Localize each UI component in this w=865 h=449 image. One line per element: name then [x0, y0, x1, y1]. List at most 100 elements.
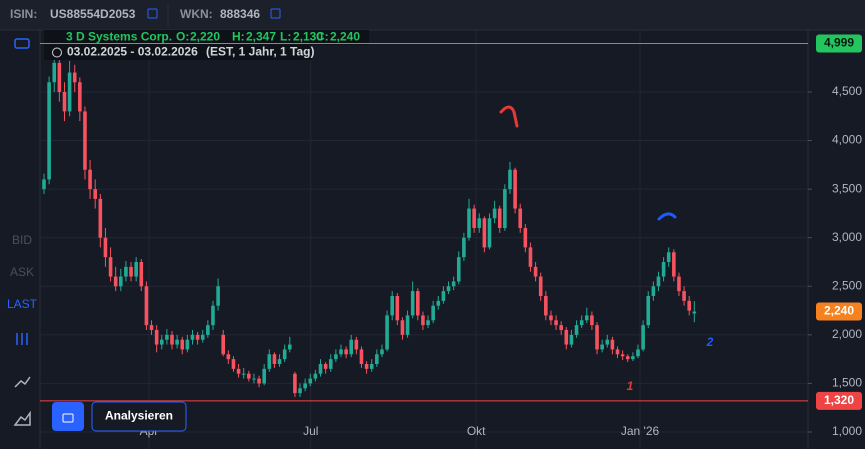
candle-body — [354, 339, 359, 350]
candle-body — [313, 373, 318, 379]
candle-body — [129, 266, 133, 277]
candle-body — [467, 208, 471, 238]
candle-body — [180, 339, 185, 350]
candle-body — [103, 237, 108, 258]
candle-icon[interactable] — [16, 333, 28, 345]
x-tick-label: Okt — [467, 424, 486, 438]
candle-body — [513, 169, 517, 209]
candle-body — [328, 359, 333, 369]
candle-body — [165, 334, 169, 340]
candle-body — [93, 189, 98, 199]
legend-h: 2,347 — [246, 30, 276, 44]
candle-body — [318, 363, 323, 374]
legend-l-label: L: — [280, 30, 291, 44]
copy-icon[interactable] — [270, 8, 281, 19]
candle-body — [451, 281, 456, 287]
candle-body — [257, 378, 261, 384]
candle-body — [67, 72, 72, 112]
top-bar — [0, 0, 865, 30]
candle-body — [600, 344, 604, 350]
legend-o: 2,220 — [190, 30, 220, 44]
candle-body — [579, 320, 584, 326]
isin-label: ISIN: — [10, 7, 37, 21]
area-icon[interactable] — [13, 410, 31, 426]
candle-body — [113, 276, 118, 287]
legend-bg — [44, 30, 369, 45]
candle-body — [456, 257, 461, 282]
candle-body — [549, 315, 553, 321]
drawing — [657, 212, 677, 221]
ask[interactable]: ASK — [10, 265, 34, 279]
candle-body — [298, 388, 302, 394]
candle-body — [436, 300, 441, 306]
candle-body — [334, 354, 338, 360]
candle-body — [231, 359, 236, 369]
candle-body — [47, 82, 51, 180]
tool-icon[interactable] — [14, 38, 30, 49]
candle-body — [216, 286, 220, 306]
lock-button[interactable] — [52, 402, 84, 431]
candle-body — [119, 276, 123, 287]
plot: 1,000 1,500 2,000 2,500 3,000 3,500 4,000 4,500… — [40, 30, 862, 449]
candle-body — [62, 91, 67, 112]
candle-body — [574, 325, 579, 335]
last[interactable]: LAST — [7, 297, 38, 311]
candle-body — [492, 208, 497, 219]
candle-body — [369, 363, 374, 369]
candle-body — [590, 315, 594, 326]
candle-body — [287, 344, 292, 350]
bid[interactable]: BID — [12, 233, 32, 247]
candle-body — [42, 179, 46, 190]
candle-body — [426, 320, 430, 326]
wkn-label: WKN: — [180, 7, 213, 21]
candle-body — [605, 339, 610, 345]
candle-body — [185, 339, 190, 350]
candle-body — [672, 252, 676, 277]
candle-body — [282, 349, 287, 360]
candle-body — [584, 315, 589, 321]
candle-body — [641, 325, 645, 350]
candle-body — [247, 373, 251, 379]
candle-body — [431, 305, 435, 321]
candle-body — [482, 218, 487, 248]
line-icon[interactable] — [14, 376, 31, 388]
candle-body — [88, 169, 92, 190]
price-badge — [816, 391, 862, 410]
legend-bg — [44, 45, 312, 60]
analyze-button[interactable] — [91, 401, 187, 432]
candle-body — [339, 349, 343, 355]
y-tick-label: 4,000 — [832, 133, 862, 147]
candle-body — [241, 373, 246, 375]
candle-body — [175, 339, 179, 345]
candle-body — [687, 300, 692, 311]
candle-body — [395, 295, 400, 321]
y-tick-label: 1,500 — [832, 376, 862, 390]
candle-body — [410, 291, 415, 316]
candle-body — [523, 227, 528, 248]
analyze-label[interactable]: Analysieren — [105, 409, 173, 423]
candle-body — [149, 325, 154, 330]
legend-l: 2,130 — [293, 30, 323, 44]
legend-range: 03.02.2025 - 03.02.2026 — [67, 45, 198, 59]
price-badge-label: 4,999 — [824, 36, 854, 50]
y-tick-label: 2,500 — [832, 278, 862, 292]
candle-body — [472, 208, 476, 228]
candle-body — [52, 62, 57, 83]
x-tick-label: Jan '26 — [621, 424, 660, 438]
candle-body — [400, 320, 405, 335]
candle-body — [661, 261, 666, 277]
candle-body — [421, 315, 425, 326]
candle-body — [677, 276, 681, 292]
copy-icon[interactable] — [147, 8, 158, 19]
candle-body — [308, 378, 313, 384]
candle-body — [323, 363, 328, 369]
candle-body — [487, 218, 492, 248]
y-tick-label: 2,000 — [832, 327, 862, 341]
annotation: 2 — [706, 335, 714, 349]
isin: US88554D2053 — [50, 7, 136, 21]
price-badge — [816, 34, 862, 53]
candle-body — [226, 354, 231, 360]
candle-body — [528, 247, 533, 267]
